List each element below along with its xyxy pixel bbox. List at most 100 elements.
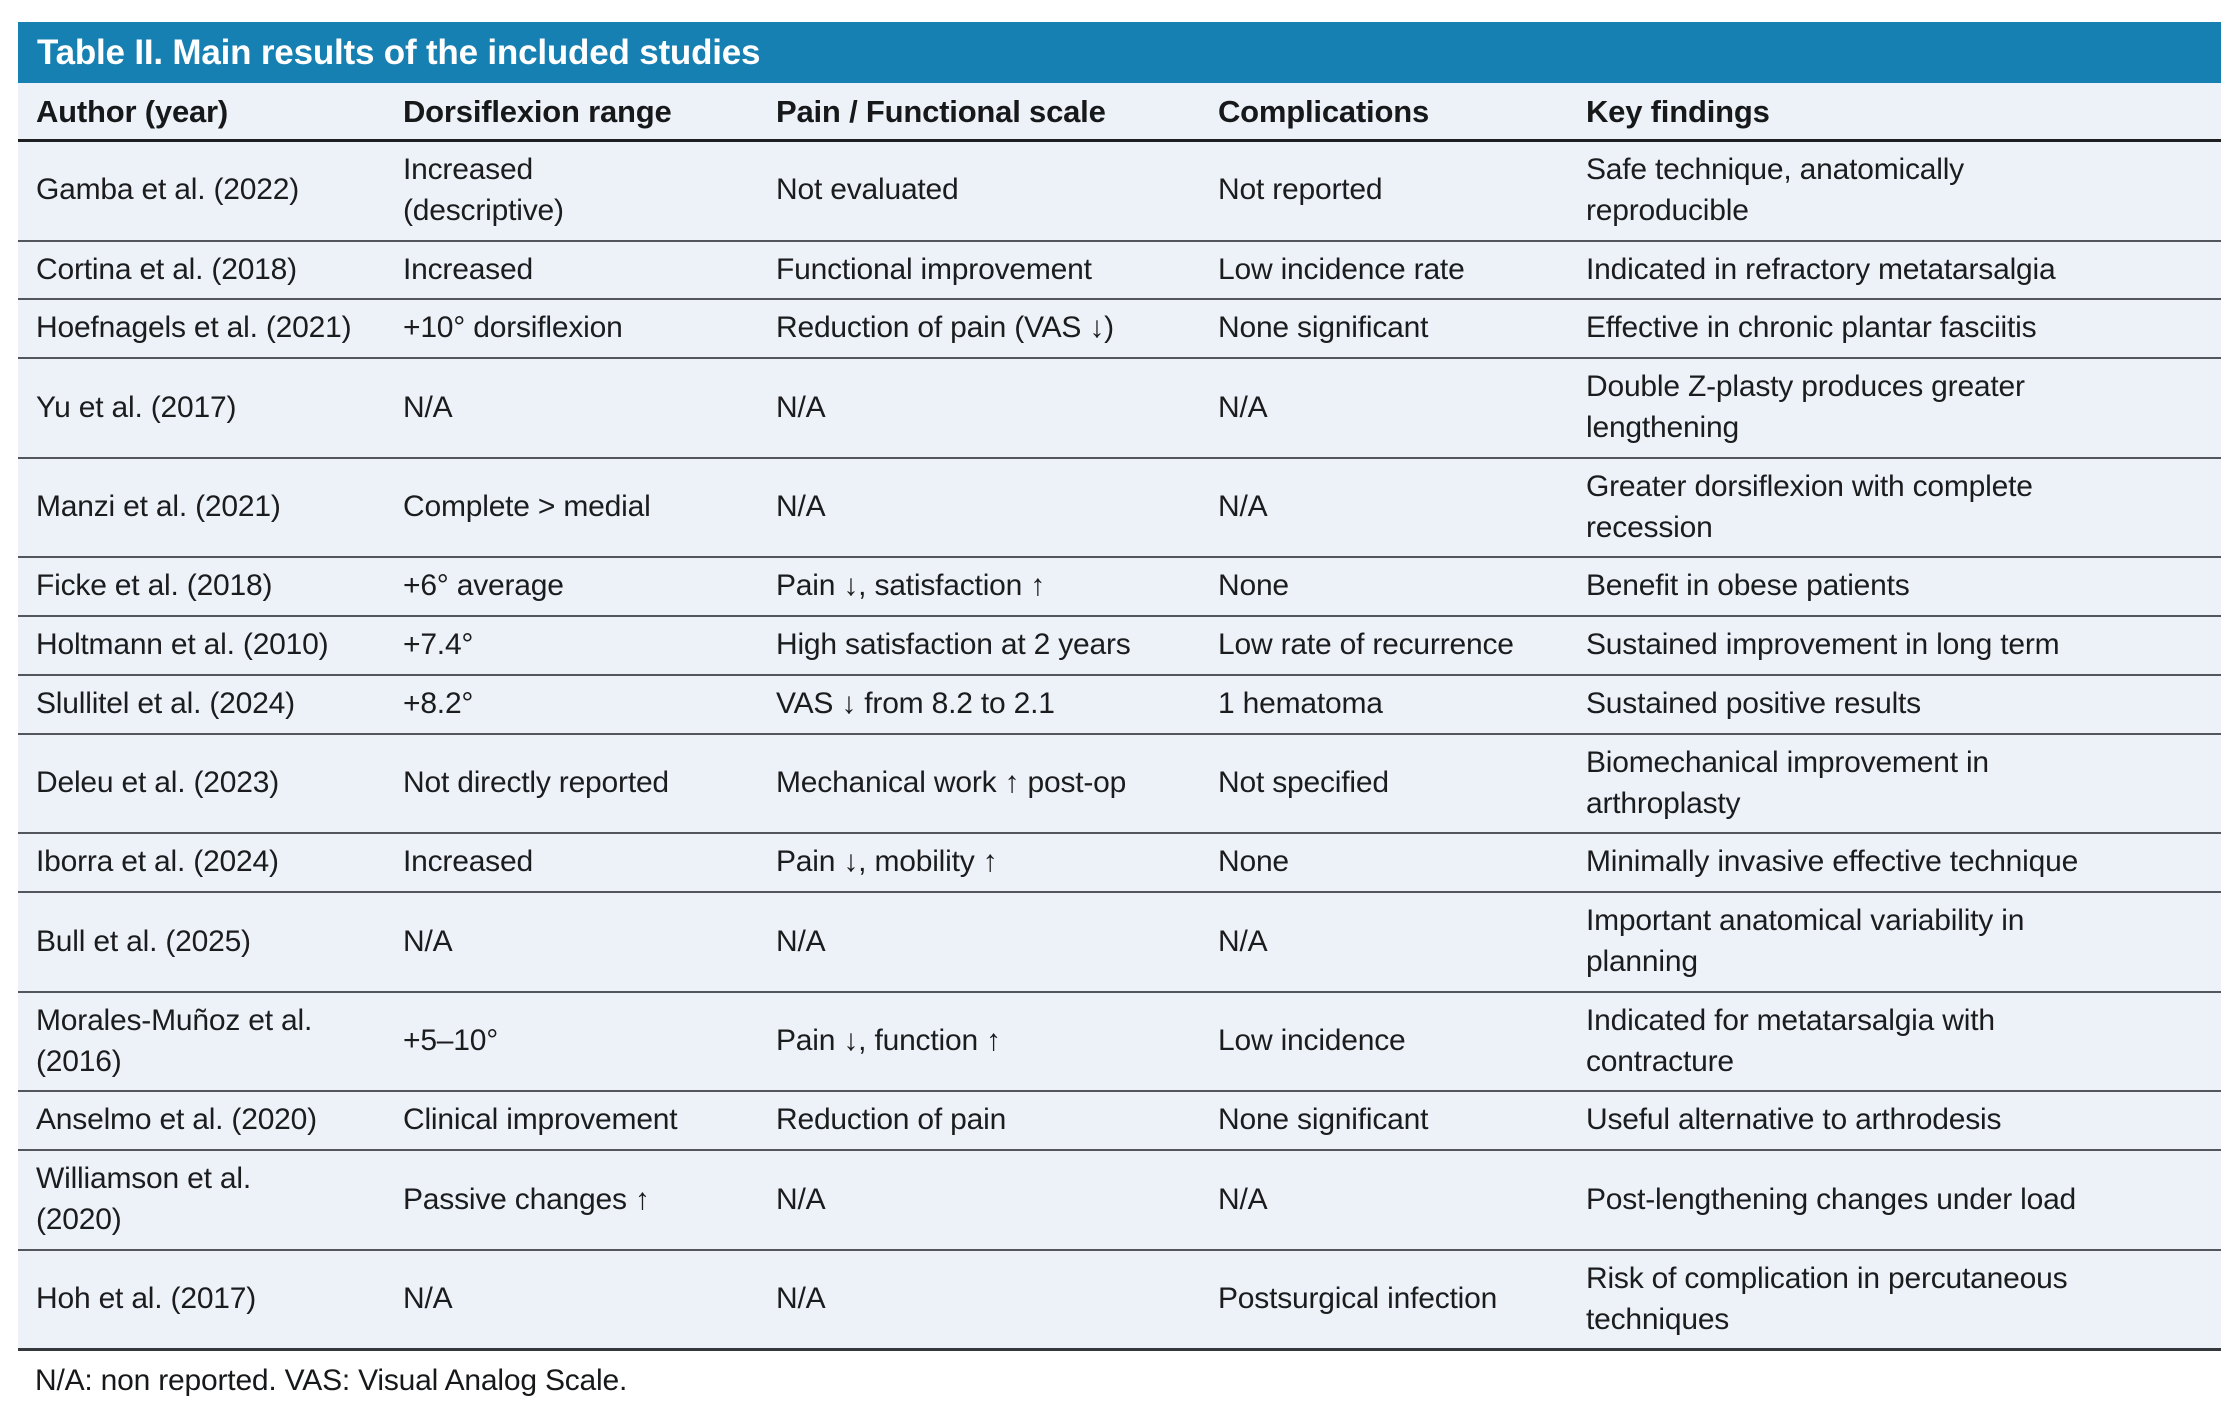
key-findings-cell: Indicated for metatarsalgia with contrac… <box>1586 991 2221 1093</box>
key-findings-cell: Post-lengthening changes under load <box>1586 1150 2221 1251</box>
table-row: Deleu et al. (2023) Not directly reported… <box>18 733 2221 835</box>
column-header-1: Author (year) <box>18 83 403 142</box>
table-row: Anselmo et al. (2020) Clinical improvemen… <box>18 1091 2221 1152</box>
table-row: Williamson et al. (2020) Passive changes … <box>18 1150 2221 1251</box>
dorsiflexion-cell: +7.4° <box>403 616 776 676</box>
pain-scale-cell: N/A <box>776 892 1218 993</box>
author-year-cell: Manzi et al. (2021) <box>18 457 403 559</box>
dorsiflexion-cell: Passive changes ↑ <box>403 1150 776 1251</box>
author-year-cell: Anselmo et al. (2020) <box>18 1091 403 1152</box>
key-findings-cell: Double Z-plasty produces greater lengthe… <box>1586 358 2221 459</box>
author-year-cell: Morales-Muñoz et al. (2016) <box>18 991 403 1093</box>
table-row: Morales-Muñoz et al. (2016) +5–10° Pain ↓,… <box>18 991 2221 1093</box>
key-findings-cell: Sustained positive results <box>1586 674 2221 735</box>
author-year-cell: Ficke et al. (2018) <box>18 557 403 618</box>
key-findings-cell: Benefit in obese patients <box>1586 557 2221 618</box>
dorsiflexion-cell: +8.2° <box>403 674 776 735</box>
dorsiflexion-cell: N/A <box>403 358 776 459</box>
key-findings-cell: Effective in chronic plantar fasciitis <box>1586 299 2221 360</box>
pain-scale-cell: Not evaluated <box>776 140 1218 242</box>
author-year-cell: Hoefnagels et al. (2021) <box>18 299 403 360</box>
table-row: Cortina et al. (2018) Increased Functional… <box>18 240 2221 301</box>
table-row: Hoefnagels et al. (2021) +10° dorsiflexio… <box>18 299 2221 360</box>
pain-scale-cell: N/A <box>776 1150 1218 1251</box>
complications-cell: N/A <box>1218 1150 1586 1251</box>
table-row: Bull et al. (2025) N/A N/A N/A Important ana… <box>18 892 2221 993</box>
pain-scale-cell: N/A <box>776 1249 1218 1352</box>
pain-scale-cell: Reduction of pain (VAS ↓) <box>776 299 1218 360</box>
complications-cell: 1 hematoma <box>1218 674 1586 735</box>
pain-scale-cell: N/A <box>776 358 1218 459</box>
key-findings-cell: Sustained improvement in long term <box>1586 616 2221 676</box>
column-header-3: Pain / Functional scale <box>776 83 1218 142</box>
pain-scale-cell: Mechanical work ↑ post-op <box>776 733 1218 835</box>
table-row: Manzi et al. (2021) Complete > medial N/A N… <box>18 457 2221 559</box>
table-row: Ficke et al. (2018) +6° average Pain ↓, sa… <box>18 557 2221 618</box>
complications-cell: None <box>1218 833 1586 894</box>
table-row: Gamba et al. (2022) Increased (descriptiv… <box>18 140 2221 242</box>
complications-cell: Low rate of recurrence <box>1218 616 1586 676</box>
author-year-cell: Bull et al. (2025) <box>18 892 403 993</box>
complications-cell: None significant <box>1218 1091 1586 1152</box>
pain-scale-cell: Pain ↓, mobility ↑ <box>776 833 1218 894</box>
dorsiflexion-cell: +10° dorsiflexion <box>403 299 776 360</box>
dorsiflexion-cell: +6° average <box>403 557 776 618</box>
dorsiflexion-cell: Increased <box>403 240 776 301</box>
column-header-4: Complications <box>1218 83 1586 142</box>
table-row: Holtmann et al. (2010) +7.4° High satisfac… <box>18 616 2221 676</box>
dorsiflexion-cell: Not directly reported <box>403 733 776 835</box>
table-row: Iborra et al. (2024) Increased Pain ↓, mob… <box>18 833 2221 894</box>
complications-cell: N/A <box>1218 892 1586 993</box>
dorsiflexion-cell: Increased <box>403 833 776 894</box>
author-year-cell: Slullitel et al. (2024) <box>18 674 403 735</box>
complications-cell: Low incidence rate <box>1218 240 1586 301</box>
table-footnote: N/A: non reported. VAS: Visual Analog Sc… <box>18 1351 2221 1399</box>
table-body: Gamba et al. (2022) Increased (descriptiv… <box>18 140 2221 1352</box>
table-title: Table II. Main results of the included s… <box>37 32 761 72</box>
complications-cell: Not reported <box>1218 140 1586 242</box>
key-findings-cell: Useful alternative to arthrodesis <box>1586 1091 2221 1152</box>
author-year-cell: Williamson et al. (2020) <box>18 1150 403 1251</box>
key-findings-cell: Greater dorsiflexion with complete reces… <box>1586 457 2221 559</box>
author-year-cell: Holtmann et al. (2010) <box>18 616 403 676</box>
complications-cell: N/A <box>1218 358 1586 459</box>
complications-cell: None significant <box>1218 299 1586 360</box>
table-row: Hoh et al. (2017) N/A N/A Postsurgical infe… <box>18 1249 2221 1352</box>
complications-cell: None <box>1218 557 1586 618</box>
key-findings-cell: Indicated in refractory metatarsalgia <box>1586 240 2221 301</box>
complications-cell: Not specified <box>1218 733 1586 835</box>
complications-cell: Low incidence <box>1218 991 1586 1093</box>
table-title-bar: Table II. Main results of the included s… <box>18 22 2221 83</box>
dorsiflexion-cell: Increased (descriptive) <box>403 140 776 242</box>
author-year-cell: Cortina et al. (2018) <box>18 240 403 301</box>
header-row: Author (year) Dorsiflexion range Pain / Fu… <box>18 83 2221 142</box>
complications-cell: Postsurgical infection <box>1218 1249 1586 1352</box>
author-year-cell: Deleu et al. (2023) <box>18 733 403 835</box>
dorsiflexion-cell: Complete > medial <box>403 457 776 559</box>
key-findings-cell: Risk of complication in percutaneous tec… <box>1586 1249 2221 1352</box>
author-year-cell: Iborra et al. (2024) <box>18 833 403 894</box>
studies-table: Author (year) Dorsiflexion range Pain / Fu… <box>18 83 2221 1352</box>
pain-scale-cell: Functional improvement <box>776 240 1218 301</box>
pain-scale-cell: Reduction of pain <box>776 1091 1218 1152</box>
dorsiflexion-cell: N/A <box>403 892 776 993</box>
dorsiflexion-cell: N/A <box>403 1249 776 1352</box>
complications-cell: N/A <box>1218 457 1586 559</box>
table-row: Slullitel et al. (2024) +8.2° VAS ↓ from 8… <box>18 674 2221 735</box>
table-row: Yu et al. (2017) N/A N/A N/A Double Z-plasty… <box>18 358 2221 459</box>
dorsiflexion-cell: Clinical improvement <box>403 1091 776 1152</box>
column-header-5: Key findings <box>1586 83 2221 142</box>
pain-scale-cell: Pain ↓, satisfaction ↑ <box>776 557 1218 618</box>
author-year-cell: Gamba et al. (2022) <box>18 140 403 242</box>
key-findings-cell: Biomechanical improvement in arthroplast… <box>1586 733 2221 835</box>
key-findings-cell: Minimally invasive effective technique <box>1586 833 2221 894</box>
pain-scale-cell: Pain ↓, function ↑ <box>776 991 1218 1093</box>
pain-scale-cell: N/A <box>776 457 1218 559</box>
author-year-cell: Yu et al. (2017) <box>18 358 403 459</box>
key-findings-cell: Important anatomical variability in plan… <box>1586 892 2221 993</box>
column-header-2: Dorsiflexion range <box>403 83 776 142</box>
dorsiflexion-cell: +5–10° <box>403 991 776 1093</box>
key-findings-cell: Safe technique, anatomically reproducibl… <box>1586 140 2221 242</box>
pain-scale-cell: High satisfaction at 2 years <box>776 616 1218 676</box>
